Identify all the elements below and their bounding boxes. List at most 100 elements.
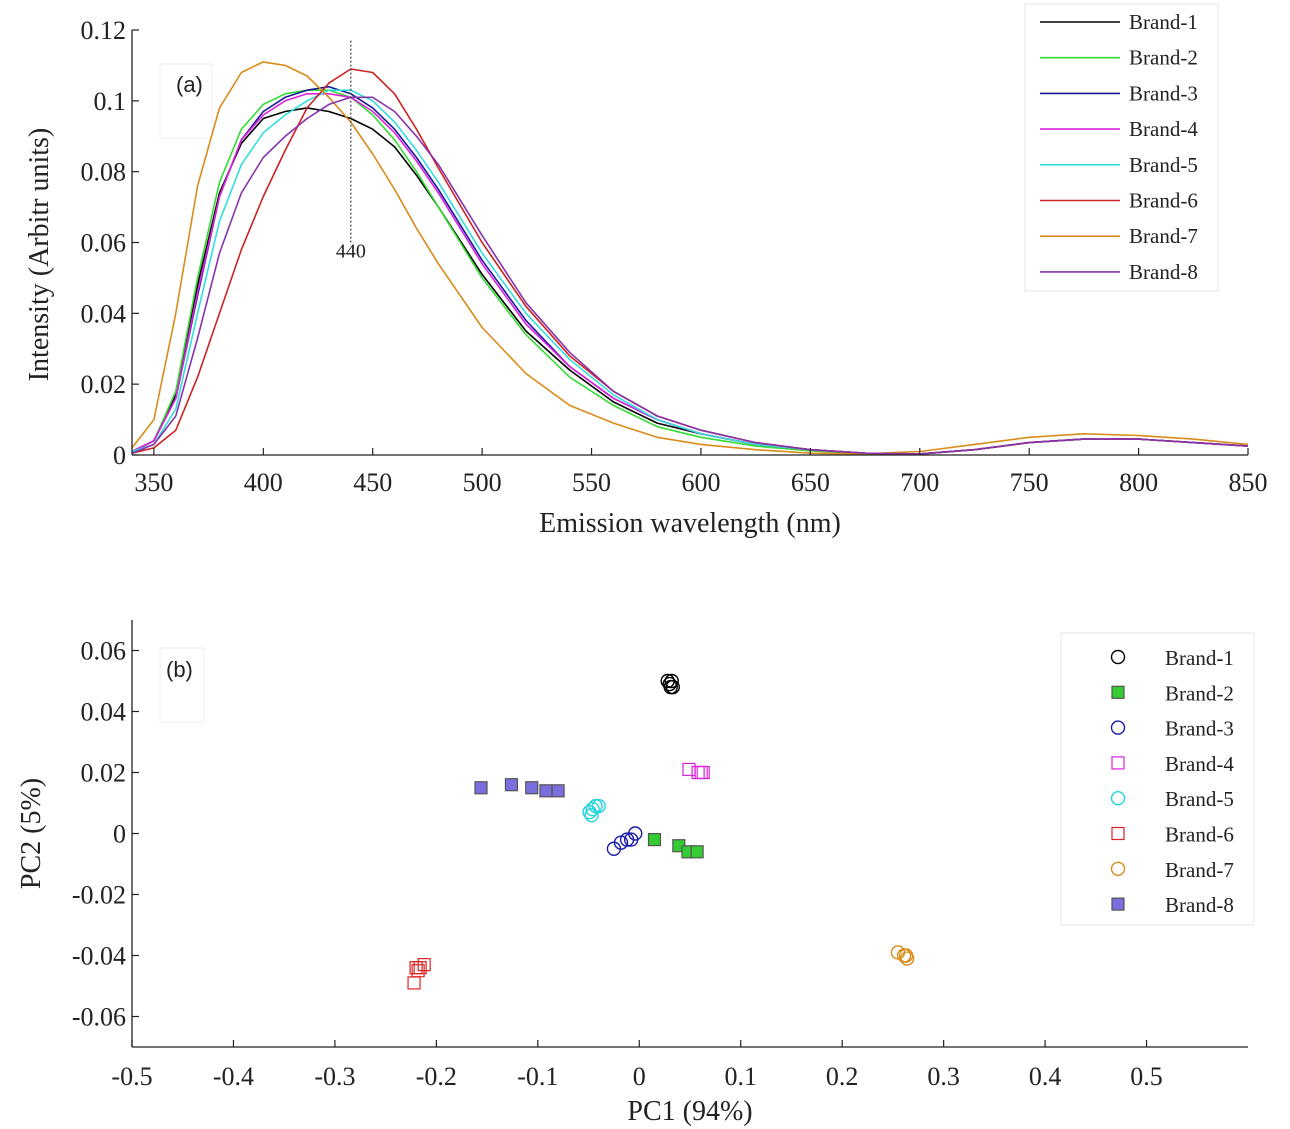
panel-b-x-axis-label: PC1 (94%): [627, 1096, 752, 1127]
y-tick-label: 0: [113, 820, 126, 849]
legend-box: [1060, 632, 1255, 926]
emission-spectra-panel: (a) 440 350 400 450 500 550 600 650 700 750 800 85…: [24, 3, 1268, 539]
spectrum-line-7: [131, 61, 1249, 455]
x-tick-label: -0.5: [111, 1062, 152, 1091]
score-point-brand-4: [691, 765, 705, 780]
legend-entry-label: Brand-6: [1165, 823, 1234, 847]
pca-scores-panel: (b) -0.5 -0.4 -0.3 -0.2 -0.1 0 0.1 0.2 0.3 0.4 0.5…: [16, 620, 1255, 1127]
x-tick-label: -0.4: [213, 1062, 254, 1091]
x-tick-label: 800: [1119, 468, 1158, 497]
x-tick-label: -0.1: [517, 1062, 558, 1091]
panel-a-label-box: (a): [159, 63, 213, 139]
legend-marker-swatch: [1110, 861, 1126, 876]
legend-marker-swatch: [1110, 720, 1126, 735]
panel-a-y-axis-label: Intensity (Arbitr units): [24, 128, 55, 382]
x-tick-label: 750: [1010, 468, 1049, 497]
legend-marker-swatch: [1111, 826, 1125, 841]
legend-entry-label: Brand-8: [1165, 893, 1234, 917]
panel-a-label: (a): [176, 72, 203, 97]
panel-b-y-axis-label: PC2 (5%): [16, 778, 47, 889]
panel-b-label: (b): [166, 657, 193, 682]
legend-entry-label: Brand-4: [1165, 752, 1234, 776]
x-tick-label: 550: [572, 468, 611, 497]
legend-marker-swatch: [1111, 685, 1125, 699]
legend-marker-swatch: [1110, 649, 1126, 665]
panel-a-axes: 350 400 450 500 550 600 650 700 750 800 850 0 0.02 0.…: [81, 16, 1268, 497]
score-point-brand-8: [525, 781, 539, 795]
legend-entry-label: Brand-7: [1129, 224, 1198, 248]
x-tick-label: -0.3: [314, 1062, 355, 1091]
pca-score-points: [407, 673, 915, 990]
y-tick-label: 0.12: [81, 16, 127, 45]
panel-b-label-box: (b): [159, 647, 205, 723]
y-tick-label: -0.06: [72, 1003, 126, 1032]
score-point-brand-6: [417, 958, 431, 972]
score-point-brand-2: [690, 845, 704, 859]
score-point-brand-8: [474, 781, 488, 795]
legend-marker-swatch: [1110, 791, 1126, 806]
score-point-brand-6: [407, 976, 421, 990]
score-point-brand-5: [591, 798, 606, 814]
y-tick-label: 0.06: [81, 229, 127, 258]
x-tick-label: 400: [244, 468, 283, 497]
score-point-brand-4: [696, 765, 710, 780]
panel-a-legend: Brand-1 Brand-2 Brand-3 Brand-4 Brand-5 Brand…: [1024, 3, 1219, 292]
x-tick-label: 0.3: [927, 1062, 960, 1091]
legend-entry-label: Brand-3: [1165, 717, 1234, 741]
score-point-brand-6: [413, 961, 427, 975]
legend-marker-swatch: [1111, 756, 1125, 770]
score-point-brand-4: [682, 762, 696, 777]
panel-b-axes: -0.5 -0.4 -0.3 -0.2 -0.1 0 0.1 0.2 0.3 0.4 0.5 -0.0…: [72, 620, 1248, 1091]
x-tick-label: 450: [353, 468, 392, 497]
legend-entry-label: Brand-4: [1129, 117, 1198, 141]
peak-annotation: 440: [336, 40, 366, 263]
y-tick-label: 0.1: [94, 87, 127, 116]
peak-marker-label: 440: [336, 241, 366, 263]
score-point-brand-1: [665, 679, 680, 695]
y-tick-label: -0.02: [72, 881, 126, 910]
y-tick-label: 0.06: [81, 637, 127, 666]
x-tick-label: 0: [633, 1062, 646, 1091]
legend-entry-label: Brand-5: [1129, 153, 1198, 177]
score-point-brand-3: [628, 826, 643, 841]
legend-entry-label: Brand-1: [1129, 10, 1198, 34]
y-tick-label: 0.04: [81, 299, 127, 328]
legend-entry-label: Brand-2: [1165, 681, 1234, 705]
score-point-brand-1: [664, 673, 679, 689]
legend-entry-label: Brand-5: [1165, 787, 1234, 811]
x-tick-label: 0.4: [1029, 1062, 1062, 1091]
legend-marker-swatch: [1111, 897, 1125, 911]
panel-b-legend: Brand-1 Brand-2 Brand-3 Brand-4 Brand-5 Brand…: [1060, 632, 1255, 926]
score-point-brand-8: [504, 778, 519, 792]
x-tick-label: 350: [134, 468, 173, 497]
y-tick-label: 0: [113, 441, 126, 470]
x-tick-label: 650: [791, 468, 830, 497]
spectra-lines: [131, 61, 1249, 455]
y-tick-label: -0.04: [72, 942, 126, 971]
score-point-brand-8: [539, 784, 553, 798]
y-tick-label: 0.04: [81, 698, 127, 727]
y-tick-label: 0.08: [81, 158, 127, 187]
x-tick-label: 700: [900, 468, 939, 497]
x-tick-label: -0.2: [416, 1062, 457, 1091]
x-tick-label: 600: [681, 468, 720, 497]
x-tick-label: 850: [1229, 468, 1268, 497]
legend-entry-label: Brand-2: [1129, 46, 1198, 70]
panel-a-x-axis-label: Emission wavelength (nm): [539, 508, 841, 539]
score-point-brand-8: [551, 784, 565, 798]
legend-entry-label: Brand-6: [1129, 189, 1198, 213]
x-tick-label: 500: [463, 468, 502, 497]
score-point-brand-7: [899, 951, 915, 966]
score-point-brand-2: [647, 832, 662, 847]
y-tick-label: 0.02: [81, 370, 127, 399]
legend-entry-label: Brand-1: [1165, 646, 1234, 670]
x-tick-label: 0.1: [724, 1062, 757, 1091]
legend-box: [1024, 3, 1219, 292]
legend-entry-label: Brand-7: [1165, 858, 1234, 882]
legend-entry-label: Brand-8: [1129, 260, 1198, 284]
x-tick-label: 0.5: [1130, 1062, 1163, 1091]
legend-entry-label: Brand-3: [1129, 81, 1198, 105]
y-tick-label: 0.02: [81, 759, 127, 788]
spectrum-line-8: [131, 96, 1249, 455]
